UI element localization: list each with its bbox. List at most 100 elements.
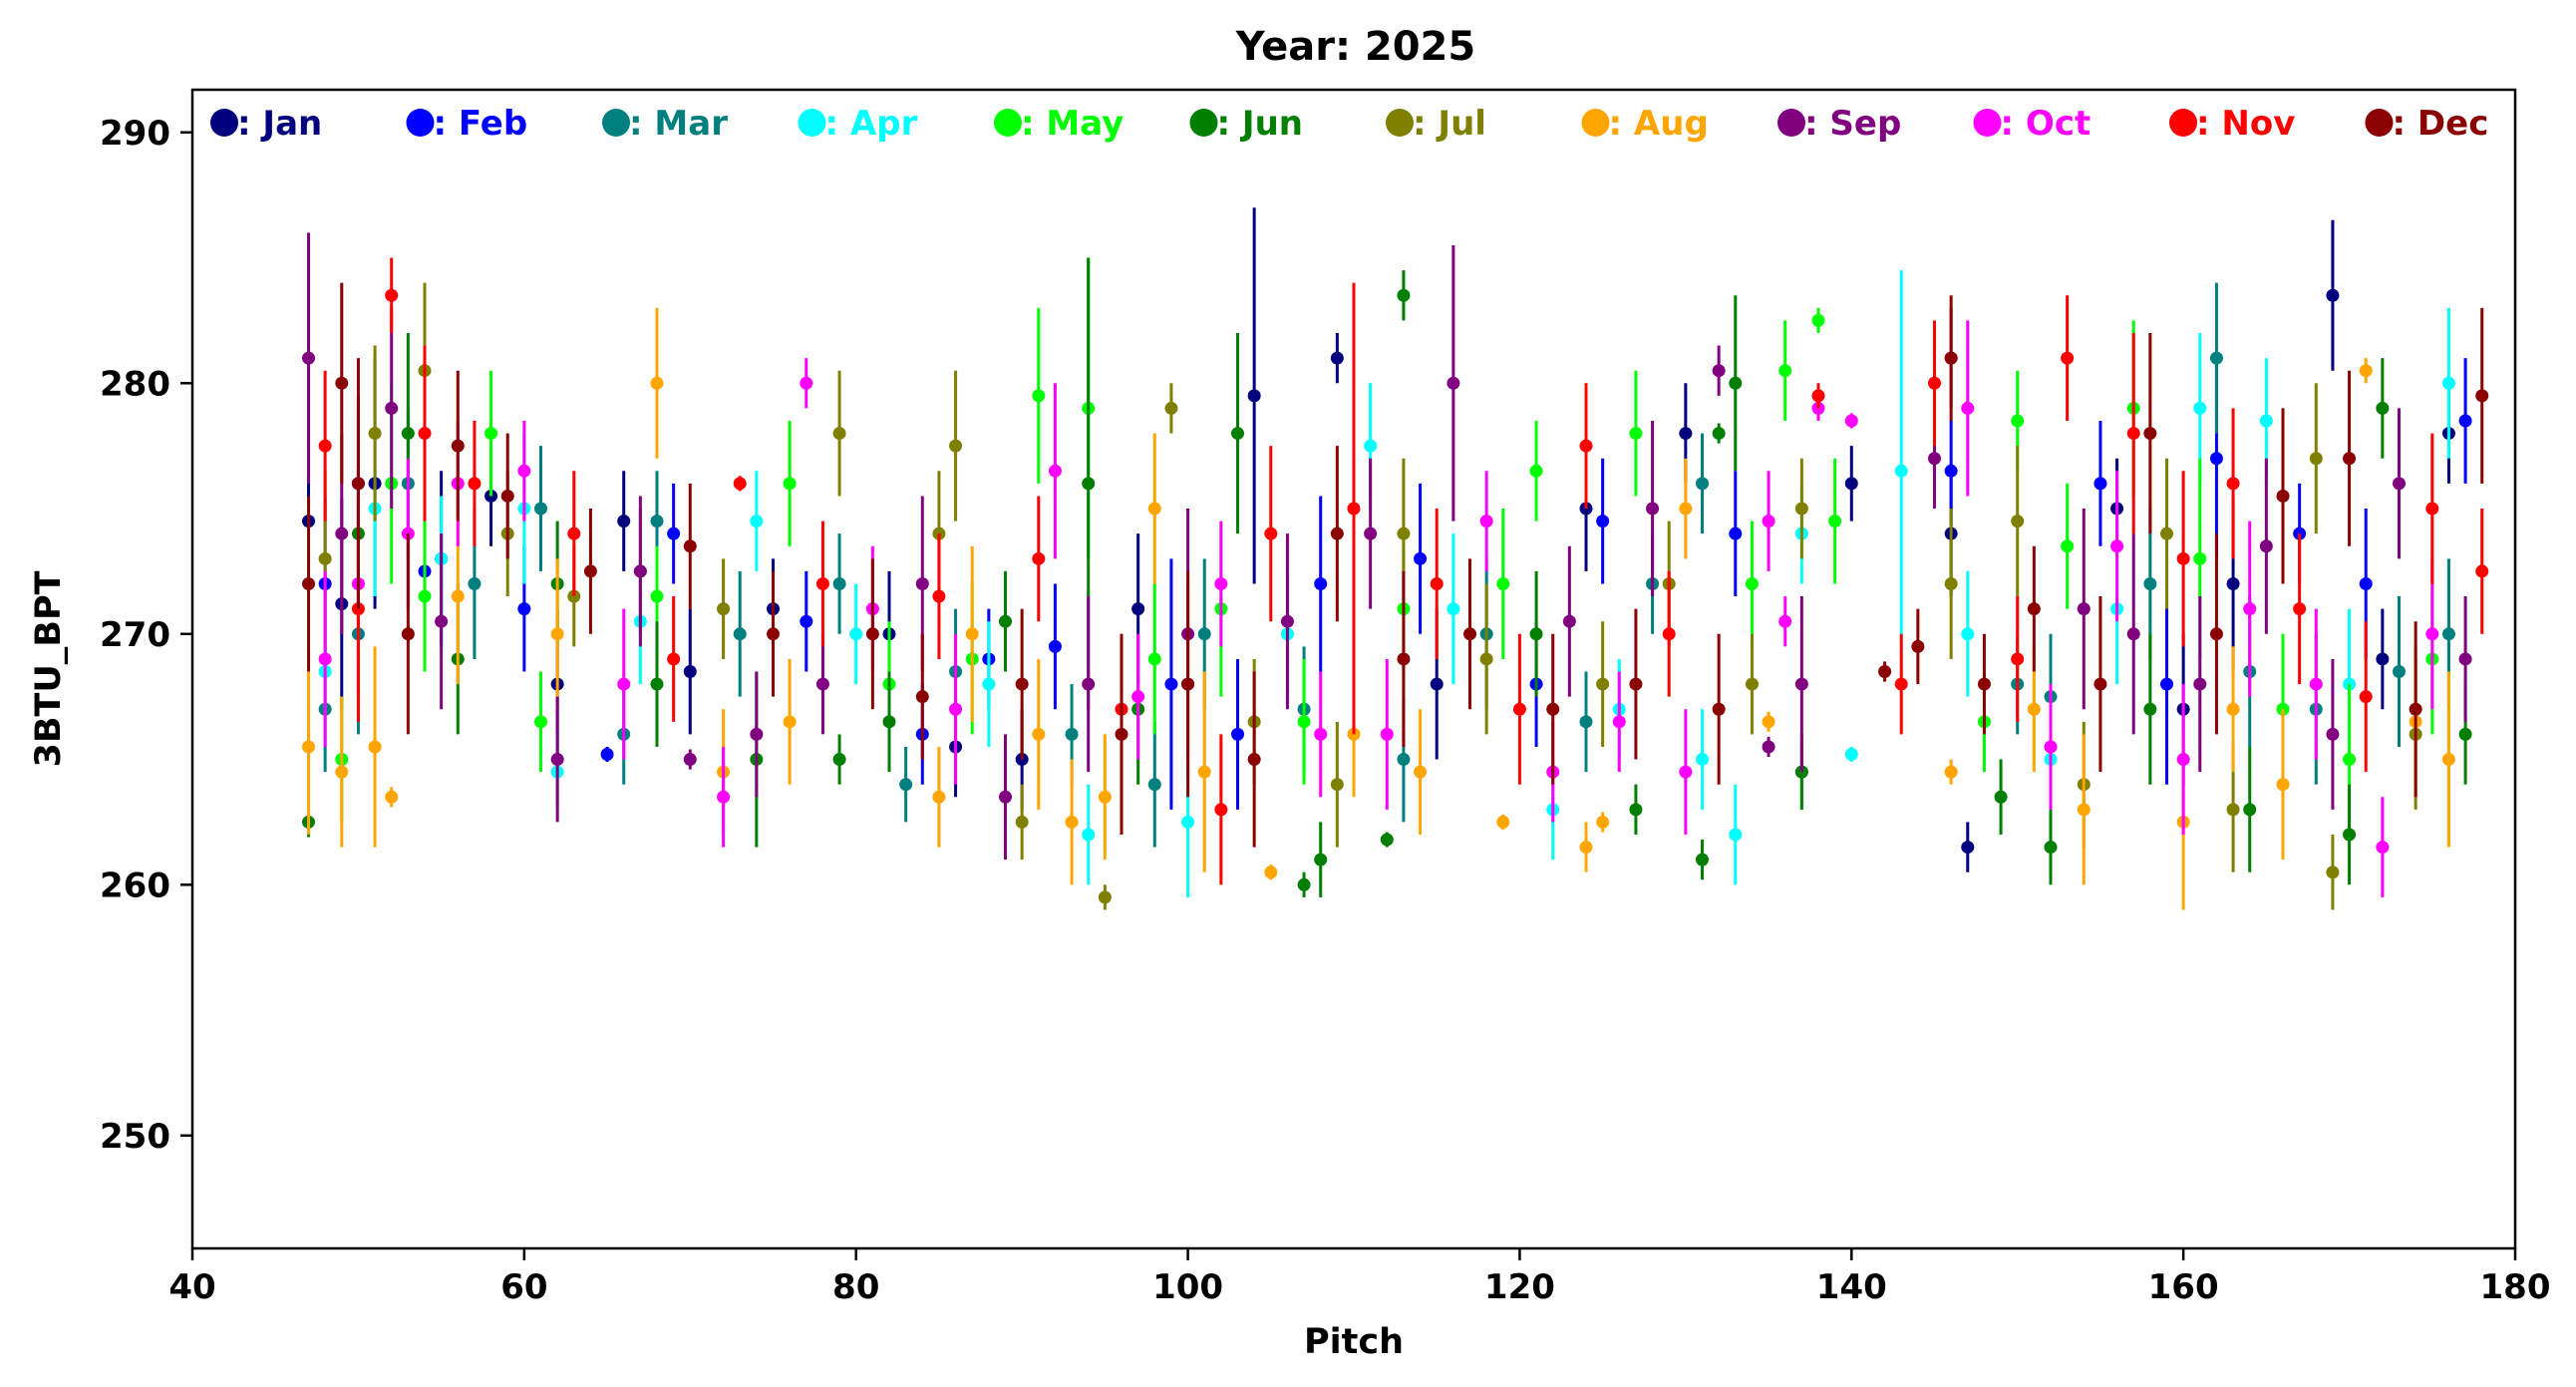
data-point — [1297, 877, 1311, 891]
data-point — [1596, 515, 1610, 528]
data-point — [302, 351, 315, 365]
data-point — [318, 652, 332, 666]
data-point — [733, 627, 747, 641]
data-point — [1729, 828, 1743, 842]
data-point — [1264, 526, 1278, 540]
data-point — [1546, 702, 1560, 716]
data-point — [418, 427, 432, 441]
data-point — [1380, 727, 1394, 741]
data-point — [2126, 427, 2140, 441]
data-point — [1131, 690, 1145, 704]
data-point — [865, 627, 879, 641]
legend-marker — [2365, 109, 2394, 137]
data-point — [2143, 576, 2157, 590]
legend-label: : Jun — [1217, 104, 1304, 144]
data-point — [617, 677, 631, 691]
data-point — [1529, 627, 1543, 641]
data-point — [2359, 576, 2373, 590]
data-point — [1414, 765, 1428, 779]
legend-marker — [1581, 109, 1610, 137]
y-tick-label: 270 — [100, 615, 170, 655]
data-point — [1214, 576, 1228, 590]
data-point — [1745, 576, 1759, 590]
data-point — [1264, 866, 1278, 879]
data-point — [468, 576, 482, 590]
data-point — [1131, 602, 1145, 616]
data-point — [882, 715, 896, 729]
legend-marker — [798, 109, 826, 137]
data-point — [1696, 753, 1709, 767]
data-point — [1596, 677, 1610, 691]
data-point — [2393, 665, 2406, 679]
data-point — [318, 551, 332, 565]
data-point — [1048, 639, 1062, 653]
legend-label: : Apr — [825, 104, 918, 144]
data-point — [783, 715, 797, 729]
data-point — [2441, 627, 2455, 641]
data-point — [1297, 715, 1311, 729]
data-point — [767, 627, 780, 641]
axes: 40 60 80 100 120 140 160 180 250 260 270 280 290 — [100, 114, 2550, 1307]
data-point — [1147, 502, 1161, 516]
data-point — [1330, 351, 1344, 365]
data-point — [915, 576, 929, 590]
data-point — [1147, 778, 1161, 792]
data-point — [683, 753, 697, 767]
data-point — [1330, 778, 1344, 792]
legend-marker — [602, 109, 630, 137]
data-point — [2061, 351, 2075, 365]
data-point — [2343, 828, 2357, 842]
data-point — [1696, 477, 1709, 491]
data-point — [1147, 652, 1161, 666]
data-point — [1579, 715, 1593, 729]
data-point — [2193, 551, 2207, 565]
data-point — [1214, 803, 1228, 817]
data-point — [550, 753, 564, 767]
data-point — [1977, 677, 1991, 691]
data-point — [2044, 740, 2058, 754]
series-dec — [302, 282, 2489, 848]
data-point — [2160, 677, 2173, 691]
data-point — [2359, 690, 2373, 704]
data-marks — [302, 207, 2489, 910]
legend-marker — [994, 109, 1022, 137]
data-point — [617, 515, 631, 528]
data-point — [2077, 602, 2091, 616]
data-point — [1712, 427, 1726, 441]
data-point — [965, 627, 979, 641]
data-point — [451, 439, 465, 453]
data-point — [1082, 828, 1096, 842]
series-aug — [302, 307, 2455, 910]
data-point — [2209, 452, 2223, 466]
data-point — [2276, 489, 2290, 503]
data-point — [1164, 401, 1178, 415]
data-point — [667, 526, 681, 540]
data-point — [1082, 677, 1096, 691]
data-point — [385, 790, 399, 804]
data-point — [1596, 815, 1610, 829]
data-point — [1397, 753, 1411, 767]
data-point — [1994, 790, 2008, 804]
x-tick-label: 60 — [500, 1267, 547, 1307]
data-point — [1894, 677, 1908, 691]
x-axis-label: Pitch — [1304, 1322, 1404, 1362]
data-point — [2160, 526, 2173, 540]
data-point — [932, 790, 946, 804]
data-point — [1696, 853, 1709, 867]
data-point — [999, 614, 1012, 628]
data-point — [1794, 677, 1808, 691]
data-point — [832, 753, 846, 767]
data-point — [2458, 414, 2472, 428]
data-point — [2093, 677, 2107, 691]
data-point — [1048, 464, 1062, 478]
data-point — [1712, 364, 1726, 378]
data-point — [1380, 833, 1394, 847]
data-point — [500, 489, 514, 503]
y-tick-label: 250 — [100, 1117, 170, 1157]
data-point — [2093, 477, 2107, 491]
x-tick-label: 160 — [2148, 1267, 2219, 1307]
data-point — [1015, 677, 1029, 691]
data-point — [2343, 753, 2357, 767]
data-point — [1745, 677, 1759, 691]
data-point — [1364, 526, 1378, 540]
